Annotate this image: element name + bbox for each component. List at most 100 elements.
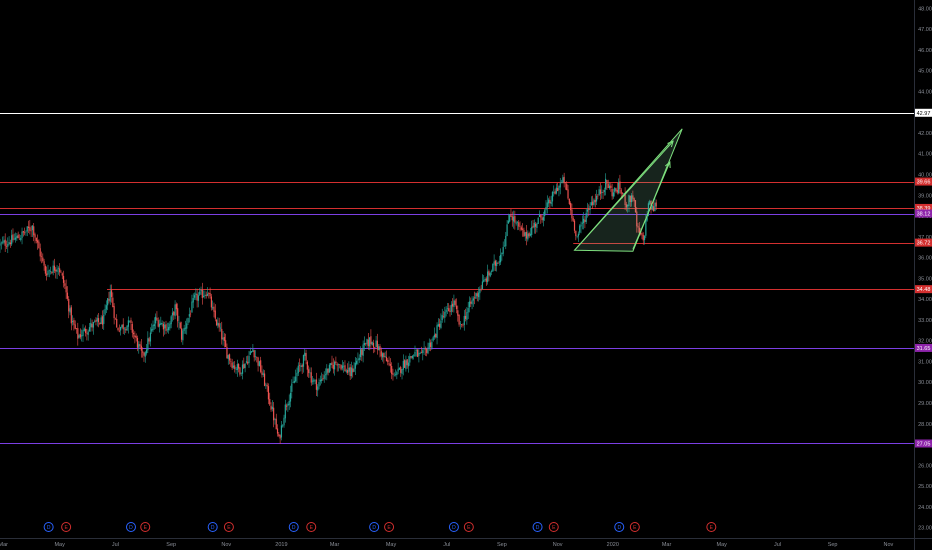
candle-body: [196, 293, 198, 301]
candle-body: [38, 241, 40, 249]
candle-body: [245, 361, 248, 363]
candle-body: [48, 270, 50, 272]
candle-body: [449, 310, 451, 313]
candle-body: [586, 209, 589, 212]
candle-body: [289, 393, 292, 402]
dividend-marker-letter: D: [129, 525, 133, 531]
candle-body: [103, 314, 105, 324]
candle-body: [324, 374, 327, 376]
candle-body: [545, 206, 547, 211]
candle-body: [250, 351, 253, 353]
candle-body: [210, 296, 212, 308]
candle-body: [366, 339, 368, 345]
candle-body: [410, 356, 412, 358]
candle-body: [279, 435, 281, 439]
price-level-tag-label: 34.48: [917, 287, 931, 293]
candle-body: [178, 322, 180, 323]
candle-body: [602, 191, 604, 193]
candle-body: [407, 362, 410, 367]
candle-body: [453, 300, 455, 308]
candle-body: [580, 224, 582, 227]
candle-body: [492, 264, 494, 272]
candle-body: [369, 337, 371, 347]
candle-body: [21, 231, 23, 239]
candle-body: [203, 295, 205, 298]
candle-body: [405, 360, 407, 370]
earnings-marker-letter: E: [467, 525, 471, 531]
candle-body: [70, 307, 72, 324]
price-tick-label: 37.00: [918, 235, 932, 241]
candle-body: [204, 294, 206, 296]
candle-body: [225, 340, 227, 348]
candle-body: [328, 364, 331, 373]
candle-body: [232, 365, 235, 368]
candle-body: [523, 229, 525, 237]
candle-body: [161, 323, 163, 325]
candle-body: [584, 219, 586, 222]
candle-body: [69, 308, 71, 313]
candle-body: [585, 212, 587, 222]
candle-body: [595, 195, 598, 202]
candle-body: [497, 263, 499, 265]
candle-body: [65, 286, 67, 293]
candle-body: [317, 386, 319, 391]
candle-body: [512, 216, 515, 222]
candlesticks: [0, 172, 657, 445]
candle-body: [464, 315, 467, 319]
candle-body: [47, 270, 49, 275]
candle-body: [55, 269, 57, 272]
candle-body: [391, 365, 393, 374]
candle-body: [502, 247, 504, 254]
candle-body: [392, 373, 394, 376]
candle-body: [79, 334, 82, 338]
candle-body: [310, 372, 312, 383]
candle-body: [305, 353, 307, 361]
candle-body: [629, 195, 631, 203]
candle-body: [219, 327, 222, 329]
candle-body: [647, 203, 650, 216]
candle-body: [39, 248, 41, 257]
candle-body: [92, 322, 94, 328]
candle-body: [488, 271, 490, 276]
candle-body: [148, 338, 150, 342]
candle-body: [432, 337, 434, 341]
candle-body: [77, 328, 79, 339]
candle-body: [37, 240, 39, 243]
price-level-tag: [915, 203, 932, 212]
candle-body: [476, 293, 478, 297]
candle-body: [231, 362, 233, 369]
candle-body: [27, 226, 30, 228]
candle-body: [536, 223, 538, 228]
candle-body: [144, 352, 146, 357]
candle-body: [99, 322, 101, 324]
candle-body: [441, 315, 443, 321]
candle-body: [501, 253, 503, 255]
candle-body: [236, 364, 238, 371]
price-level-tag-label: 38.39: [917, 206, 931, 212]
candle-body: [123, 328, 126, 330]
candle-body: [327, 368, 329, 373]
dividend-marker-letter: D: [372, 525, 376, 531]
candle-body: [49, 271, 52, 272]
candle-body: [105, 305, 107, 310]
candle-body: [562, 177, 564, 183]
candle-body: [654, 202, 656, 212]
candle-body: [248, 355, 250, 364]
candle-body: [121, 324, 123, 328]
candle-body: [435, 333, 437, 338]
candle-body: [396, 372, 398, 376]
candle-body: [221, 328, 223, 340]
candle-body: [195, 293, 197, 295]
candle-body: [446, 308, 449, 309]
time-tick-label: Jul: [443, 542, 450, 548]
candle-body: [353, 368, 355, 372]
candle-body: [53, 265, 56, 271]
candle-body: [104, 309, 106, 315]
candle-body: [357, 359, 359, 361]
candle-body: [642, 234, 644, 241]
candle-body: [457, 310, 459, 316]
candle-body: [222, 337, 224, 340]
candle-body: [190, 313, 192, 315]
candle-body: [511, 216, 513, 221]
